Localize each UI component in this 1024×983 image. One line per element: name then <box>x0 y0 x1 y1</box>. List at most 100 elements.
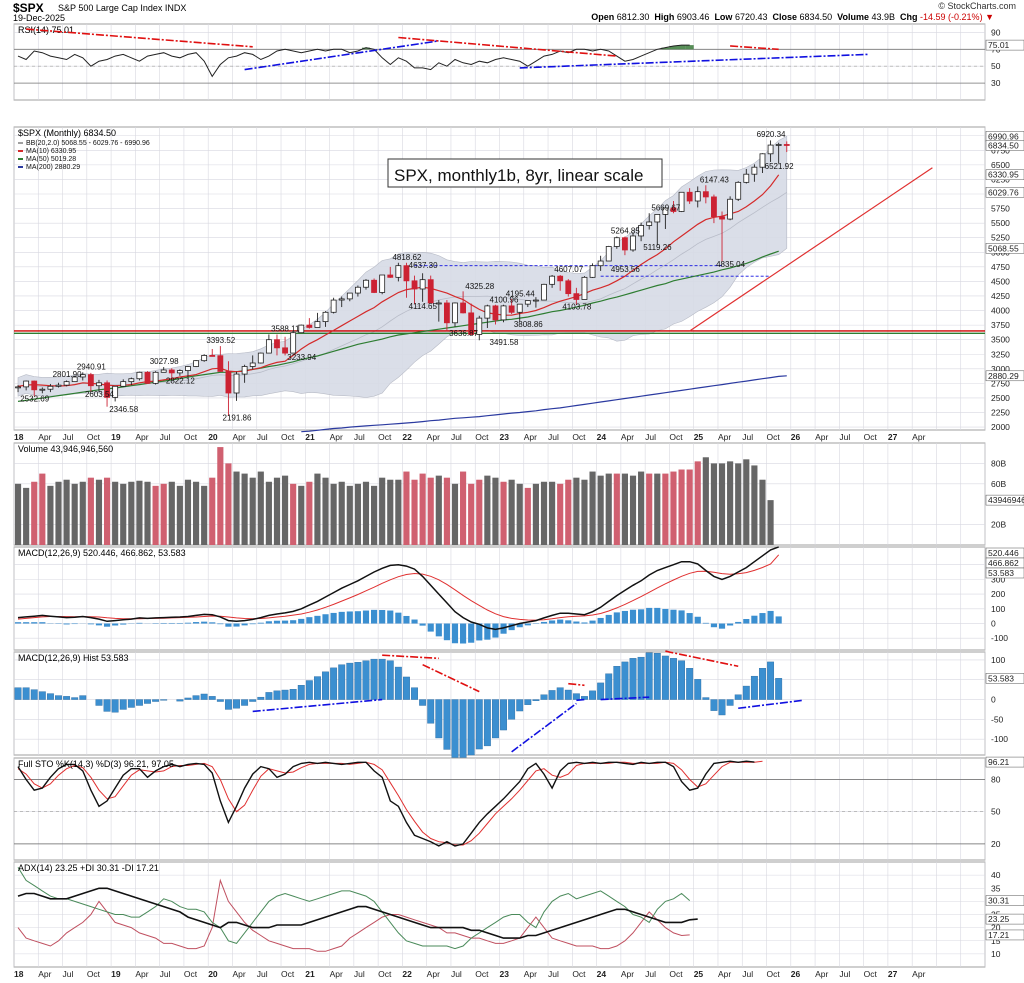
value-label: 6330.95 <box>988 170 1019 180</box>
value-label: 43946946 <box>988 495 1024 505</box>
volume-bar <box>557 483 564 545</box>
panel-stochastic[interactable]: 80 50 20 Full STO %K(14,3) %D(3) 96.21, 97.… <box>13 756 1024 861</box>
candle-body <box>557 275 564 282</box>
panel-price[interactable]: 2000 2250 2500 2750 3000 3250 3500 3750 4000 4250… <box>13 126 1024 433</box>
x-tick-label: Apr <box>135 969 148 979</box>
candle-body <box>622 237 628 251</box>
volume-bar <box>136 480 143 545</box>
x-tick-label: Oct <box>184 969 198 979</box>
volume-bar <box>751 465 758 545</box>
volume-bar <box>662 473 669 545</box>
volume-bar <box>225 463 232 545</box>
macd-histogram-bar <box>249 699 257 702</box>
volume-bar <box>629 475 637 545</box>
macd-hist-bar <box>694 616 701 624</box>
macd-histogram-bar <box>500 699 507 731</box>
macd-histogram-bar <box>694 679 702 700</box>
candle-body <box>533 299 539 302</box>
macd-hist-bar <box>540 621 548 624</box>
value-box <box>985 39 1024 51</box>
candle-body <box>193 360 199 367</box>
x-tick-label: Oct <box>767 432 781 442</box>
legend-entry: MA(200) 2880.29 <box>26 164 80 171</box>
panel-adx[interactable]: 40353025201510ADX(14) 23.25 +DI 30.31 -D… <box>13 861 1024 968</box>
macd-hist-bar <box>322 614 329 624</box>
macd-hist-bar <box>735 621 742 624</box>
volume-bar <box>184 479 192 545</box>
macd-hist-bar <box>201 621 208 624</box>
macd-hist-bar <box>403 615 410 624</box>
volume-bar <box>354 483 361 545</box>
y-tick-label: 100 <box>991 604 1005 614</box>
volume-bar <box>710 463 718 545</box>
volume-bar <box>281 475 289 545</box>
hist-red-trendline <box>382 654 439 660</box>
candle-body <box>573 293 580 300</box>
macd-histogram-bar <box>597 682 605 700</box>
candle-body <box>322 311 329 323</box>
annotation-text: SPX, monthly1b, 8yr, linear scale <box>394 166 643 185</box>
annotation-box <box>387 158 663 188</box>
macd-histogram-bar <box>111 699 119 713</box>
candle-body <box>87 374 94 387</box>
macd-histogram-bar <box>289 689 297 700</box>
macd-hist-bar <box>39 622 46 624</box>
rsi-overbought-fill <box>685 45 694 50</box>
candle-body <box>363 279 369 288</box>
x-tick-label: Jul <box>354 969 365 979</box>
x-tick-label: Apr <box>135 432 148 442</box>
macd-histogram-bar <box>103 699 111 712</box>
x-tick-label: Apr <box>427 432 440 442</box>
macd-hist-bar <box>443 623 450 641</box>
panel-volume[interactable]: 80B 60B 20B Volume 43,946,946,560 43946946 <box>13 442 1024 546</box>
x-tick-label: Apr <box>718 432 731 442</box>
rsi-red-trendline <box>26 28 253 48</box>
value-label: 30.31 <box>988 896 1010 906</box>
macd-histogram-bar <box>354 662 362 700</box>
candle-body <box>249 362 256 367</box>
candle-body <box>597 260 604 267</box>
macd-histogram-bar <box>378 658 386 700</box>
volume-bar <box>613 473 620 545</box>
x-tick-label: Apr <box>330 969 343 979</box>
rsi-overbought-fill <box>677 45 686 50</box>
y-tick-label: 60B <box>991 479 1006 489</box>
x-tick-label: Apr <box>621 432 634 442</box>
volume-bar <box>144 481 151 545</box>
volume-bar <box>265 481 272 545</box>
macd-hist-bar <box>710 623 718 628</box>
macd-hist-bar <box>87 623 94 625</box>
volume-bar <box>233 471 240 545</box>
macd-hist-bar <box>273 620 281 624</box>
volume-bar <box>112 481 119 545</box>
macd-hist-bar <box>662 608 669 624</box>
volume-bar <box>79 481 86 545</box>
volume-bar <box>314 473 321 545</box>
x-tick-label: Oct <box>475 969 489 979</box>
price-point-label: 3588.11 <box>271 325 300 334</box>
y-tick-label: 5750 <box>991 204 1010 214</box>
candle-body <box>31 380 38 391</box>
volume-bar <box>290 483 297 545</box>
macd-histogram-bar <box>702 697 710 700</box>
macd-histogram-bar <box>411 687 418 700</box>
macd-hist-bar <box>557 619 564 624</box>
macd-histogram-bar <box>532 699 540 701</box>
candle-body <box>379 274 386 293</box>
y-tick-label: 6500 <box>991 160 1010 170</box>
y-tick-label: 90 <box>991 27 1001 37</box>
y-tick-label: 5500 <box>991 218 1010 228</box>
candle-body <box>727 198 734 220</box>
volume-bar <box>39 473 46 545</box>
price-point-label: 4953.56 <box>611 265 640 274</box>
stockcharts-brand[interactable]: © StockCharts.com <box>938 1 1016 11</box>
macd-hist-bar <box>354 611 361 624</box>
macd-histogram-bar <box>734 694 742 700</box>
candle-body <box>638 225 645 237</box>
candle-body <box>751 166 758 175</box>
macd-histogram-bar <box>265 692 273 700</box>
